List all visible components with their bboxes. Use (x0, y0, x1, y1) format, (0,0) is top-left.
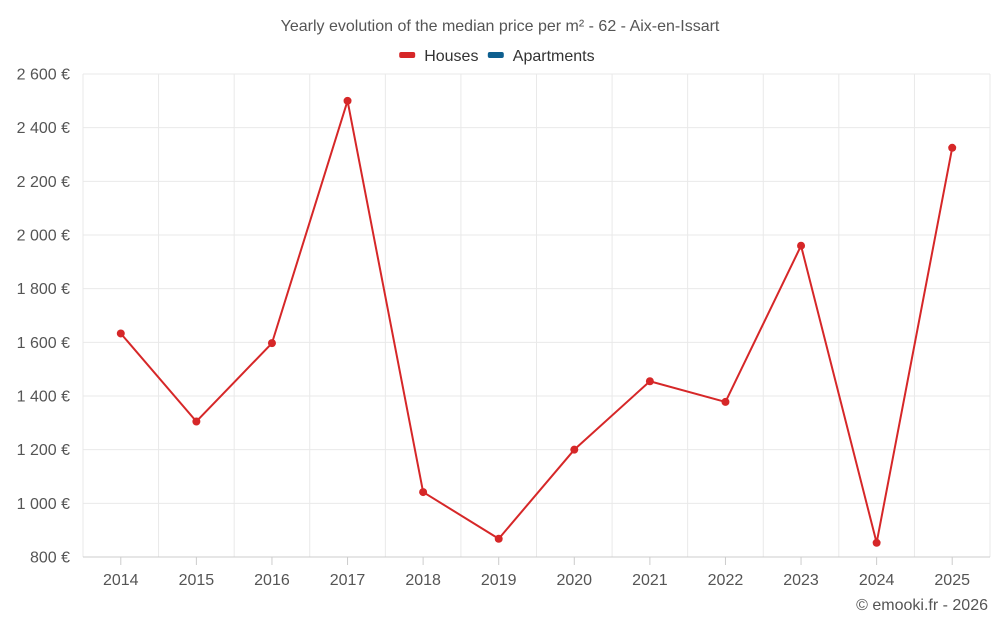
y-tick-label: 800 € (30, 550, 70, 567)
y-tick-label: 1 200 € (17, 442, 70, 459)
gridlines (82, 73, 991, 558)
legend-label: Apartments (513, 48, 595, 65)
y-tick-label: 2 400 € (17, 120, 70, 137)
legend-swatch (399, 52, 416, 58)
legend-label: Houses (424, 48, 478, 65)
data-point[interactable] (872, 538, 881, 547)
x-tick-label: 2017 (330, 572, 366, 589)
data-point[interactable] (645, 377, 654, 386)
x-tick-label: 2016 (254, 572, 290, 589)
legend-item-apartments[interactable]: Apartments (487, 48, 595, 65)
x-tick-label: 2025 (934, 572, 970, 589)
legend[interactable]: Houses Apartments (399, 48, 595, 65)
x-tick-label: 2018 (405, 572, 441, 589)
data-point[interactable] (797, 241, 806, 250)
y-tick-label: 1 400 € (17, 389, 70, 406)
data-point[interactable] (192, 417, 201, 426)
y-tick-label: 1 600 € (17, 335, 70, 352)
y-tick-label: 1 800 € (17, 281, 70, 298)
y-tick-label: 2 000 € (17, 228, 70, 245)
chart-title: Yearly evolution of the median price per… (281, 18, 720, 35)
data-point[interactable] (116, 329, 125, 338)
credit-text: © emooki.fr - 2026 (856, 597, 988, 614)
data-point[interactable] (419, 488, 428, 497)
data-point[interactable] (948, 143, 957, 152)
y-tick-label: 2 600 € (17, 67, 70, 84)
x-tick-label: 2021 (632, 572, 668, 589)
legend-item-houses[interactable]: Houses (399, 48, 478, 65)
data-point[interactable] (267, 339, 276, 348)
x-tick-label: 2019 (481, 572, 517, 589)
x-tick-label: 2014 (103, 572, 139, 589)
x-tick-label: 2024 (859, 572, 895, 589)
series-line-houses (120, 99, 954, 544)
x-tick-label: 2023 (783, 572, 819, 589)
y-tick-label: 2 200 € (17, 174, 70, 191)
data-point[interactable] (721, 397, 730, 406)
legend-swatch (487, 52, 504, 58)
data-point[interactable] (494, 534, 503, 543)
x-tick-label: 2022 (708, 572, 744, 589)
data-point[interactable] (343, 96, 352, 105)
x-tick-label: 2020 (556, 572, 592, 589)
axes: 800 € 1 000 € 1 200 € 1 400 € 1 600 € 1 800 €… (17, 67, 990, 589)
y-tick-label: 1 000 € (17, 496, 70, 513)
data-point[interactable] (570, 445, 579, 454)
series-layer (116, 96, 957, 547)
x-tick-label: 2015 (179, 572, 215, 589)
